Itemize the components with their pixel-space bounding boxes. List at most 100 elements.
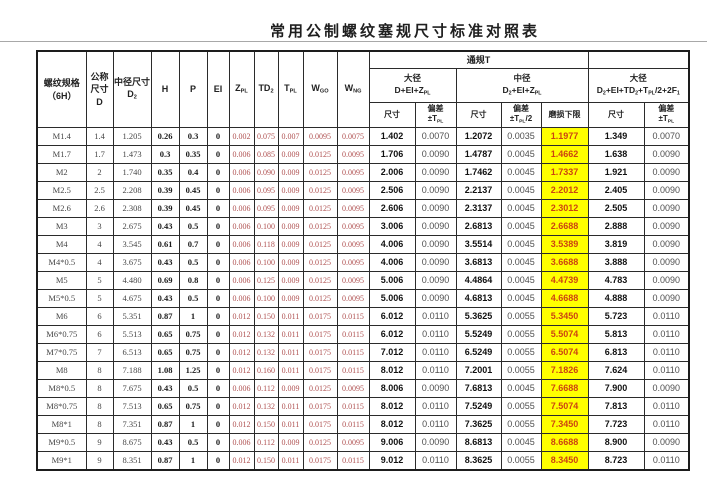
nogo-major-size: 1.921 (587, 163, 645, 182)
go-pitch-deviation: 0.0045 (500, 235, 542, 254)
wng-value: 0.0095 (336, 199, 370, 218)
td2-value: 0.090 (253, 163, 279, 182)
go-pitch-size: 3.6813 (455, 253, 502, 272)
p-value: 0.3 (178, 127, 208, 146)
go-major-size: 3.006 (368, 217, 416, 236)
p-value: 0.5 (178, 217, 208, 236)
wgo-value: 0.0125 (302, 235, 338, 254)
tpl-value: 0.009 (277, 271, 304, 290)
pitch-diameter: 8.351 (112, 451, 152, 471)
nogo-major-deviation: 0.0090 (643, 289, 690, 308)
td2-value: 0.132 (253, 397, 279, 416)
thread-spec: M8*1 (36, 415, 87, 434)
go-major-size: 8.012 (368, 361, 416, 380)
go-pitch-size: 7.2001 (455, 361, 502, 380)
go-pitch-size: 5.3625 (455, 307, 502, 326)
tpl-value: 0.009 (277, 433, 304, 452)
nogo-major-deviation: 0.0090 (643, 271, 690, 290)
p-value: 0.75 (178, 397, 208, 416)
wgo-value: 0.0175 (302, 451, 338, 471)
pitch-diameter: 2.675 (112, 217, 152, 236)
thread-spec: M6 (36, 307, 87, 326)
td2-value: 0.075 (253, 127, 279, 146)
thread-spec: M1.7 (36, 145, 87, 164)
table-row: M5 5 4.480 0.69 0.8 0 0.006 0.125 0.009 0.0125 0.0… (36, 271, 690, 290)
thread-spec: M9*1 (36, 451, 87, 471)
pitch-diameter: 2.308 (112, 199, 152, 218)
ei-value: 0 (206, 271, 230, 290)
go-major-deviation: 0.0090 (414, 181, 457, 200)
tpl-value: 0.009 (277, 199, 304, 218)
title-divider-line (0, 41, 707, 42)
ei-value: 0 (206, 325, 230, 344)
nogo-major-size: 4.888 (587, 289, 645, 308)
ei-value: 0 (206, 163, 230, 182)
go-major-deviation: 0.0110 (414, 451, 457, 471)
ei-value: 0 (206, 451, 230, 471)
tpl-value: 0.011 (277, 343, 304, 362)
wear-lower-limit: 3.5389 (540, 235, 589, 254)
go-major-deviation: 0.0090 (414, 271, 457, 290)
ei-value: 0 (206, 415, 230, 434)
ei-value: 0 (206, 145, 230, 164)
nominal-diameter: 4 (85, 235, 114, 254)
td2-value: 0.132 (253, 343, 279, 362)
tpl-value: 0.009 (277, 163, 304, 182)
page-title: 常用公制螺纹塞规尺寸标准对照表 (269, 22, 540, 40)
go-pitch-deviation: 0.0045 (500, 289, 542, 308)
pitch-diameter: 4.675 (112, 289, 152, 308)
zpl-value: 0.006 (228, 271, 255, 290)
go-major-size: 1.402 (368, 127, 416, 146)
nominal-diameter: 5 (85, 289, 114, 308)
table-row: M6*0.75 6 5.513 0.65 0.75 0 0.012 0.132 0.011 0.0… (36, 325, 690, 344)
table-row: M4 4 3.545 0.61 0.7 0 0.006 0.118 0.009 0.0125 0.0… (36, 235, 690, 254)
zpl-value: 0.006 (228, 433, 255, 452)
wng-value: 0.0115 (336, 307, 370, 326)
go-major-size: 9.012 (368, 451, 416, 471)
ei-value: 0 (206, 127, 230, 146)
nominal-diameter: 8 (85, 415, 114, 434)
ei-value: 0 (206, 181, 230, 200)
thread-spec: M5 (36, 271, 87, 290)
nogo-major-deviation: 0.0090 (643, 145, 690, 164)
go-pitch-deviation: 0.0055 (500, 343, 542, 362)
go-pitch-deviation: 0.0035 (500, 127, 542, 146)
go-major-size: 5.006 (368, 271, 416, 290)
p-value: 0.5 (178, 379, 208, 398)
pitch-diameter: 1.205 (112, 127, 152, 146)
go-major-size: 4.006 (368, 253, 416, 272)
wgo-value: 0.0175 (302, 307, 338, 326)
wng-value: 0.0095 (336, 145, 370, 164)
go-gauge-band-header: 通规T (368, 50, 589, 69)
ei-value: 0 (206, 217, 230, 236)
nogo-major-size: 5.813 (587, 325, 645, 344)
go-pitch-deviation: 0.0055 (500, 397, 542, 416)
go-major-deviation: 0.0090 (414, 163, 457, 182)
zpl-value: 0.012 (228, 325, 255, 344)
go-pitch-size: 8.6813 (455, 433, 502, 452)
table-row: M2.6 2.6 2.308 0.39 0.45 0 0.006 0.095 0.009 0.01… (36, 199, 690, 218)
td2-value: 0.150 (253, 307, 279, 326)
td2-value: 0.100 (253, 217, 279, 236)
zpl-value: 0.012 (228, 451, 255, 471)
col-header-pitch-diameter-size: 中径尺寸 D2 (112, 50, 152, 128)
h-value: 0.35 (150, 163, 180, 182)
col-header-zpl: ZPL (228, 50, 255, 128)
h-value: 0.65 (150, 325, 180, 344)
go-major-size: 2.006 (368, 163, 416, 182)
wear-lower-limit: 1.7337 (540, 163, 589, 182)
wgo-value: 0.0125 (302, 289, 338, 308)
go-major-deviation: 0.0090 (414, 199, 457, 218)
pitch-diameter: 7.351 (112, 415, 152, 434)
tpl-value: 0.011 (277, 307, 304, 326)
wear-lower-limit: 4.4739 (540, 271, 589, 290)
go-pitch-size: 7.5249 (455, 397, 502, 416)
wng-value: 0.0095 (336, 217, 370, 236)
p-value: 0.45 (178, 181, 208, 200)
nogo-major-size: 8.900 (587, 433, 645, 452)
thread-spec: M6*0.75 (36, 325, 87, 344)
table-row: M8*0.75 8 7.513 0.65 0.75 0 0.012 0.132 0.011 0.0… (36, 397, 690, 416)
wear-lower-limit: 7.6688 (540, 379, 589, 398)
tpl-value: 0.009 (277, 379, 304, 398)
nogo-major-deviation: 0.0090 (643, 433, 690, 452)
